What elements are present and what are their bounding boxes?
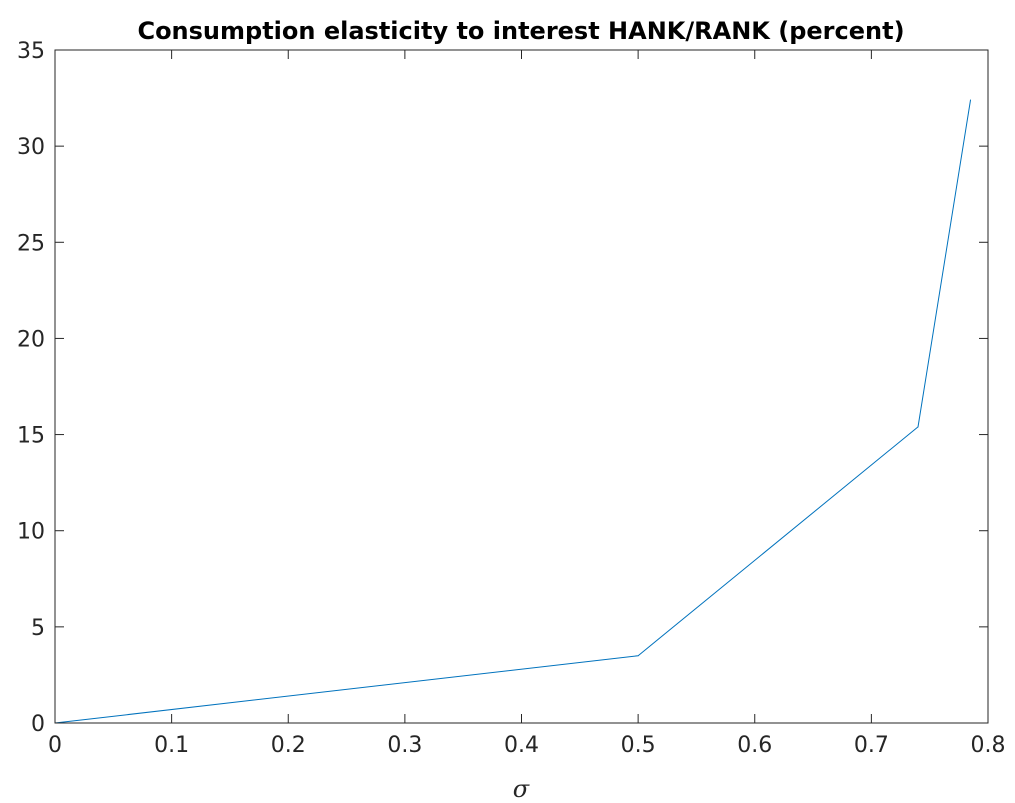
x-tick-label: 0.5 <box>621 733 656 758</box>
y-tick-label: 35 <box>17 39 45 64</box>
x-tick-label: 0 <box>48 733 62 758</box>
chart-title: Consumption elasticity to interest HANK/… <box>137 17 904 45</box>
data-point <box>917 426 919 428</box>
data-point <box>637 655 639 657</box>
x-tick-label: 0.8 <box>971 733 1006 758</box>
y-tick-label: 5 <box>31 616 45 641</box>
y-tick-label: 30 <box>17 135 45 160</box>
y-tick-label: 15 <box>17 424 45 449</box>
y-tick-label: 20 <box>17 327 45 352</box>
tick-labels-layer: 0 0.1 0.2 0.3 0.4 0.5 0.6 0.7 0.8 0 5 10 15 20 25 30 35 <box>17 39 1006 758</box>
x-tick-label: 0.3 <box>387 733 422 758</box>
x-axis-label: σ <box>513 775 530 803</box>
x-tick-label: 0.1 <box>154 733 189 758</box>
y-tick-label: 0 <box>31 712 45 737</box>
x-tick-label: 0.6 <box>737 733 772 758</box>
plot-area <box>55 50 988 723</box>
x-tick-label: 0.2 <box>271 733 306 758</box>
data-point <box>970 99 972 101</box>
x-tick-label: 0.7 <box>854 733 889 758</box>
y-tick-label: 10 <box>17 520 45 545</box>
series-line <box>54 99 972 724</box>
y-tick-label: 25 <box>17 231 45 256</box>
x-tick-label: 0.4 <box>504 733 539 758</box>
plot-frame <box>54 49 989 724</box>
